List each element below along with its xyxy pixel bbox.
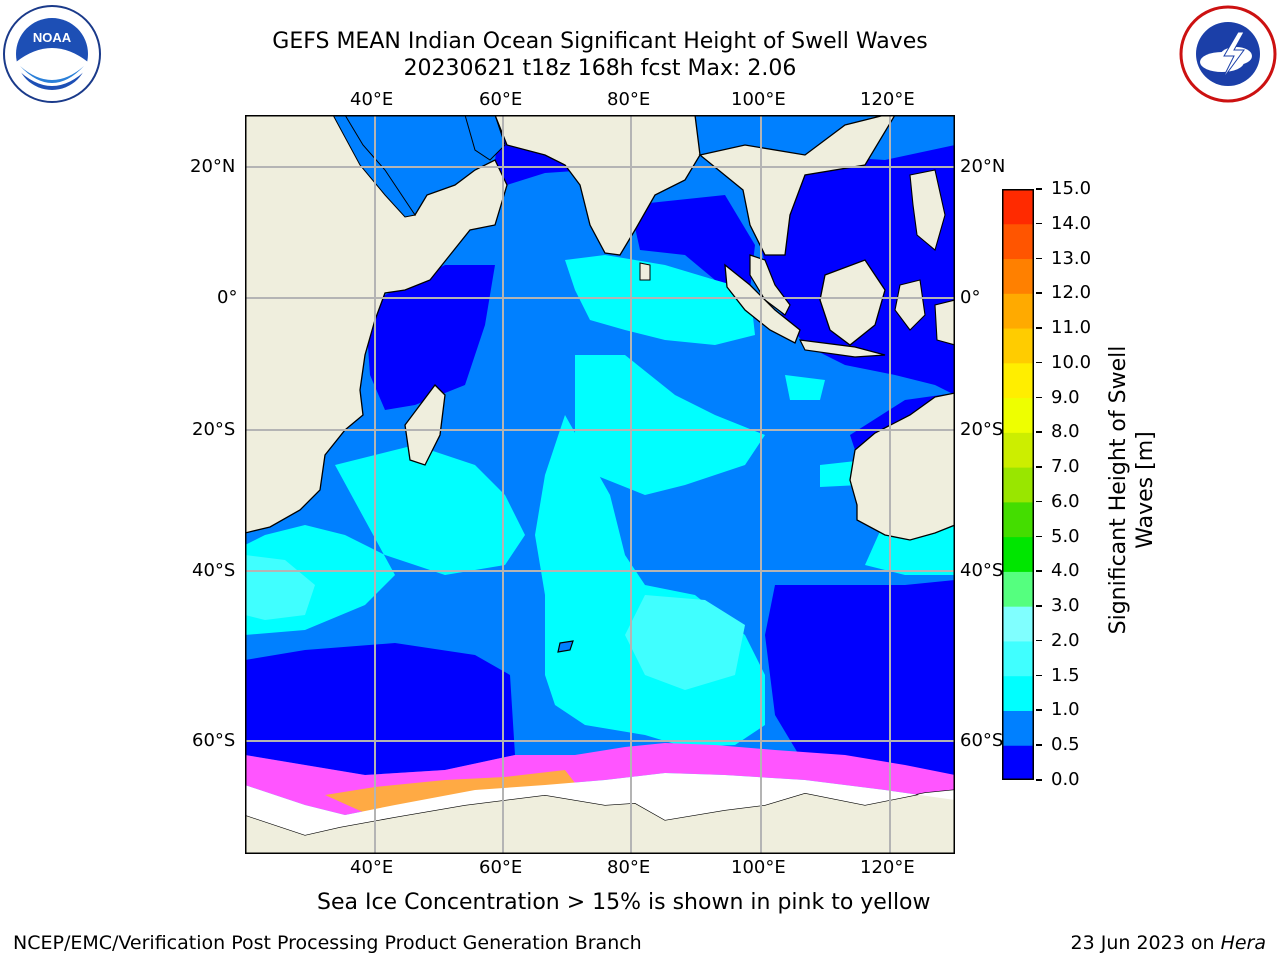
colorbar-tick-label: 0.0 [1051,769,1080,790]
colorbar-tick-mark [1036,500,1042,503]
colorbar-segment [1002,397,1034,433]
chart-title: GEFS MEAN Indian Ocean Significant Heigh… [272,29,928,54]
colorbar [1002,189,1034,781]
colorbar-tick-mark [1036,709,1042,711]
colorbar-tick-label: 8.0 [1051,421,1080,443]
colorbar-tick-mark [1036,535,1042,538]
colorbar-segment [1002,710,1034,746]
lat-label-60s-left: 60°S [192,730,236,751]
footer-credit: NCEP/EMC/Verification Post Processing Pr… [13,932,642,954]
colorbar-segment [1002,362,1034,399]
lon-label-120e-bottom: 120°E [860,857,915,878]
colorbar-ticks: 0.0 0.5 1.0 1.5 2.0 3.0 4.0 5.0 6.0 7.0 8.0 9.0 10.0… [1036,179,1106,790]
colorbar-tick-label: 6.0 [1051,490,1080,512]
colorbar-segment [1002,571,1034,607]
sea-ice-white [245,773,955,835]
colorbar-tick-label: 5.0 [1051,525,1080,547]
colorbar-tick-mark [1036,188,1042,190]
lon-label-40e-bottom: 40°E [350,857,394,878]
lat-label-20s-right: 20°S [960,419,1004,440]
colorbar-tick-mark [1036,605,1042,607]
lat-label-20n-right: 20°N [960,156,1006,177]
colorbar-segment [1002,536,1034,572]
land-africa-arabia [245,115,508,534]
colorbar-tick-mark [1036,779,1042,781]
footer-host: Hera [1220,932,1266,954]
footer-date: 23 Jun 2023 on Hera [1071,932,1266,954]
colorbar-segment [1002,258,1034,294]
colorbar-tick-label: 4.0 [1051,560,1080,582]
colorbar-tick-label: 15.0 [1051,178,1092,199]
lat-label-0-right: 0° [960,287,981,308]
colorbar-segment [1002,293,1034,329]
colorbar-tick-label: 12.0 [1051,282,1092,304]
lon-label-60e-top: 60°E [479,89,523,110]
lon-label-80e-bottom: 80°E [607,857,651,878]
lon-label-60e-bottom: 60°E [479,857,523,878]
colorbar-tick-label: 9.0 [1051,386,1080,408]
land-madagascar [404,384,446,466]
colorbar-tick-mark [1036,570,1042,572]
colorbar-segment [1002,432,1034,468]
colorbar-tick-mark [1036,466,1042,468]
lon-label-40e-top: 40°E [350,89,394,110]
colorbar-tick-label: 10.0 [1051,351,1092,373]
land-sumatra [724,263,801,344]
nws-logo [1178,4,1278,104]
colorbar-tick-mark [1036,431,1042,433]
colorbar-segment [1002,675,1034,711]
colorbar-tick-mark [1036,327,1042,329]
lat-label-60s-right: 60°S [960,730,1004,751]
colorbar-tick-label: 14.0 [1051,212,1092,234]
lon-label-120e-top: 120°E [860,89,915,110]
lat-label-20s-left: 20°S [192,419,236,440]
lat-label-40s-left: 40°S [192,560,236,581]
colorbar-segment [1002,467,1034,503]
colorbar-tick-mark [1036,639,1042,642]
colorbar-tick-mark [1036,396,1042,399]
colorbar-segment [1002,328,1034,364]
colorbar-label: Significant Height of Swell Waves [m] [1106,345,1158,635]
colorbar-tick-label: 1.5 [1051,664,1080,686]
colorbar-tick-mark [1036,744,1042,746]
sea-ice-caption: Sea Ice Concentration > 15% is shown in … [317,890,931,915]
colorbar-tick-label: 0.5 [1051,734,1080,756]
lat-label-20n-left: 20°N [190,156,236,177]
colorbar-tick-mark [1036,674,1042,677]
colorbar-segment [1002,223,1034,260]
lon-label-80e-top: 80°E [607,89,651,110]
svg-text:NOAA: NOAA [33,30,72,45]
colorbar-segment [1002,189,1034,225]
colorbar-segment [1002,606,1034,642]
lon-label-100e-top: 100°E [731,89,786,110]
colorbar-segment [1002,640,1034,677]
colorbar-tick-label: 1.0 [1051,699,1080,721]
lon-label-100e-bottom: 100°E [731,857,786,878]
colorbar-tick-label: 2.0 [1051,629,1080,651]
colorbar-tick-mark [1036,361,1042,364]
colorbar-segment [1002,745,1034,781]
colorbar-tick-mark [1036,257,1042,260]
land-india [494,115,701,256]
colorbar-tick-mark [1036,222,1042,225]
lat-label-40s-right: 40°S [960,560,1004,581]
colorbar-tick-label: 7.0 [1051,456,1080,478]
colorbar-tick-label: 3.0 [1051,595,1080,617]
colorbar-segment [1002,501,1034,538]
colorbar-tick-mark [1036,292,1042,294]
noaa-logo: NOAA [2,4,102,104]
footer-date-text: 23 Jun 2023 on [1070,932,1221,954]
lat-label-0-left: 0° [217,287,238,308]
graticule [245,115,955,854]
swell-height-map [245,115,955,854]
land-borneo [819,259,886,346]
land-southeast-asia [698,115,896,256]
chart-subtitle: 20230621 t18z 168h fcst Max: 2.06 [403,56,797,81]
colorbar-tick-label: 13.0 [1051,247,1092,269]
colorbar-tick-label: 11.0 [1051,317,1092,339]
